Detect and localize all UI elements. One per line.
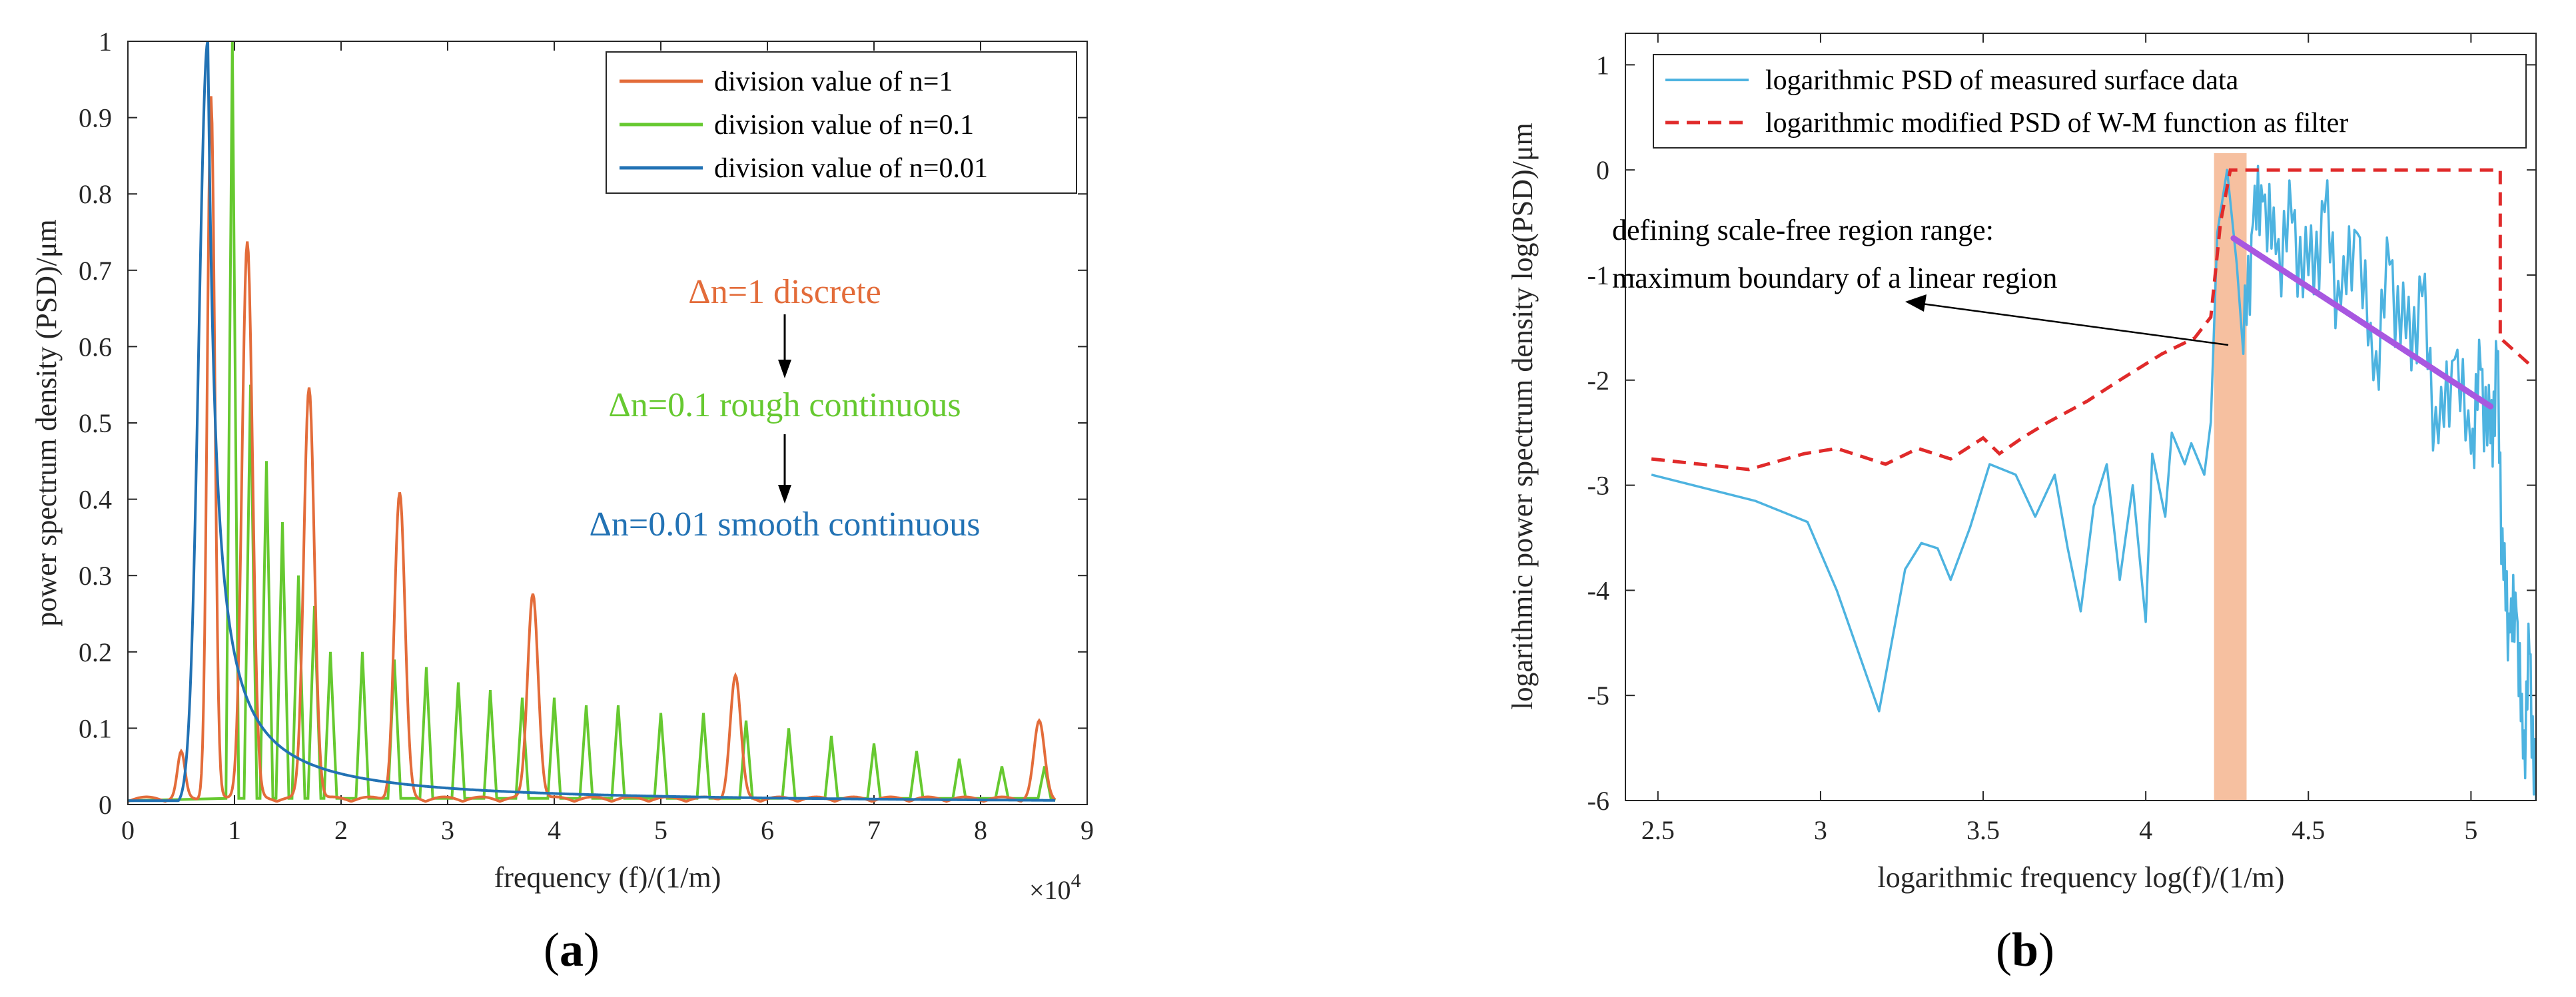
series-wm-filter-line [1651,168,2531,472]
chart-b-ytick-label: 1 [1596,50,1609,80]
chart-a-ytick-label: 0.6 [79,332,112,362]
chart-b-ytick-label: -4 [1587,575,1609,605]
chart-a-legend: division value of n=1 division value of … [606,51,1077,194]
chart-b-ytick-label: 0 [1596,155,1609,185]
chart-b-plot-area [1625,33,2536,801]
chart-b-xtick-label: 3 [1814,815,1827,845]
panel-b-label: (b) [1996,923,2054,976]
series-n-0.1-line [128,41,1056,803]
linear-fit-line [2230,235,2494,410]
chart-b-xtick-label: 3.5 [1966,815,2000,845]
chart-a-xtick-label: 0 [121,815,135,845]
chart-b-legend: logarithmic PSD of measured surface data… [1653,54,2527,149]
legend-a-label-3: division value of n=0.01 [714,153,988,184]
chart-b-xtick-label: 4 [2139,815,2152,845]
chart-a-xtick-label: 7 [867,815,881,845]
chart-a-xtick-label: 4 [548,815,561,845]
chart-b-xtick-label: 5 [2464,815,2477,845]
chart-a-ytick-label: 0.2 [79,637,112,667]
chart-a-xtick-label: 9 [1080,815,1094,845]
chart-b-xtick-label: 2.5 [1641,815,1675,845]
chart-a-ylabel: power spectrum density (PSD)/μm [30,219,63,626]
chart-a-xtick-label: 5 [654,815,667,845]
annotation-scale-free-2: maximum boundary of a linear region [1612,262,2057,294]
chart-a-ytick-label: 0.5 [79,408,112,438]
chart-a-xtick-label: 8 [974,815,987,845]
legend-a-label-1: division value of n=1 [714,67,953,97]
chart-a-axes-box [127,41,1088,805]
chart-a-ytick-label: 1 [99,27,112,57]
chart-b-ytick-label: -3 [1587,471,1609,501]
chart-a-ytick-label: 0.1 [79,713,112,743]
chart-a-xtick-label: 2 [334,815,348,845]
chart-a-xtick-label: 1 [228,815,241,845]
chart-a-ytick-label: 0.4 [79,485,112,515]
annotation-discrete: Δn=1 discrete [688,273,881,311]
scale-free-region [2214,153,2247,801]
chart-a-x-exponent: ×104 [1029,870,1081,905]
chart-b-ytick-label: -2 [1587,366,1609,396]
annotation-scale-free-1: defining scale-free region range: [1612,214,1994,246]
chart-a-xtick-label: 6 [761,815,774,845]
chart-b-ytick-label: -6 [1587,786,1609,816]
chart-a-xlabel: frequency (f)/(1/m) [494,861,721,894]
chart-a-xtick-label: 3 [441,815,454,845]
legend-b-label-1: logarithmic PSD of measured surface data [1765,65,2239,96]
arrow-down-icon [778,434,791,503]
chart-a-ytick-label: 0.9 [79,103,112,133]
chart-a-ytick-label: 0.3 [79,561,112,591]
series-n-0.01-line [128,41,1055,803]
panel-a-label: (a) [544,923,600,976]
chart-b-xtick-label: 4.5 [2292,815,2325,845]
chart-a-ytick-label: 0 [99,790,112,820]
chart-b: 2.5 3 3.5 4 4.5 5 1 0 -1 -2 -3 -4 -5 -6 logarithmic f… [1506,33,2537,976]
chart-a-ytick-label: 0.7 [79,256,112,286]
annotation-arrow [1905,294,2229,346]
chart-b-ylabel: logarithmic power spectrum density log(P… [1506,123,1539,709]
chart-b-axes-box [1625,33,2537,801]
annotation-rough-continuous: Δn=0.1 rough continuous [608,386,961,424]
chart-b-xlabel: logarithmic frequency log(f)/(1/m) [1878,861,2285,894]
chart-a: 0 1 2 3 4 5 6 7 8 900.10.20.30.40.50.60.70.80.91 … [30,27,1094,976]
annotation-smooth-continuous: Δn=0.01 smooth continuous [589,505,980,543]
legend-b-label-2: logarithmic modified PSD of W-M function… [1765,108,2348,139]
chart-a-ytick-label: 0.8 [79,179,112,209]
chart-b-ytick-label: -1 [1587,260,1609,290]
chart-b-ytick-label: -5 [1587,681,1609,711]
arrow-down-icon [778,314,791,378]
legend-a-label-2: division value of n=0.1 [714,110,974,141]
